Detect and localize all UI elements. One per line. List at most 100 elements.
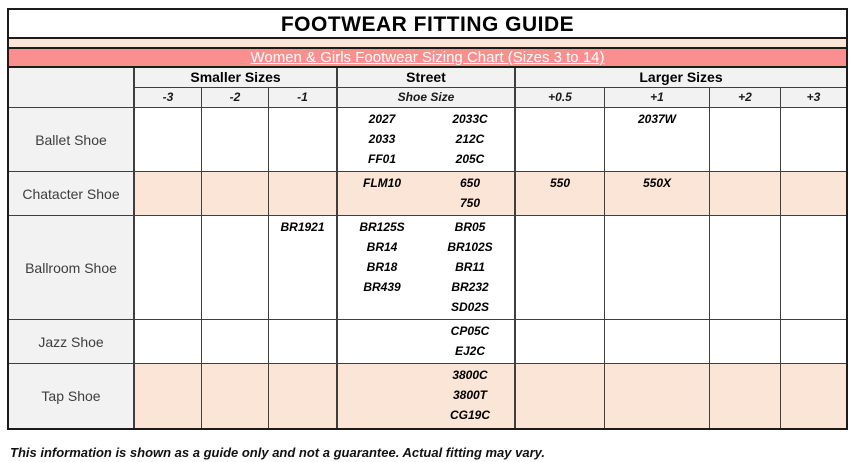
shoe-code: BR11 — [455, 260, 485, 274]
cell-minus2 — [202, 172, 269, 215]
cell-minus2 — [202, 320, 269, 363]
cell-minus3 — [135, 172, 202, 215]
header-larger-sizes: Larger Sizes — [516, 68, 846, 88]
table-body: Ballet Shoe 2027 2033 FF01 2033C 212C 205C 2037… — [9, 108, 846, 428]
cell-plus2 — [710, 216, 781, 319]
cell-plus1 — [605, 320, 710, 363]
cell-plus3 — [781, 364, 846, 428]
subheader-shoe-size: Shoe Size — [338, 88, 516, 108]
cell-minus1 — [269, 364, 338, 428]
cell-minus2 — [202, 364, 269, 428]
row-label: Ballet Shoe — [9, 108, 135, 171]
subheader-minus-3: -3 — [135, 88, 202, 108]
shoe-code: BR439 — [363, 280, 401, 294]
row-label: Jazz Shoe — [9, 320, 135, 363]
cell-shoe-size: 3800C 3800T CG19C — [338, 364, 516, 428]
cell-plus05 — [516, 108, 605, 171]
shoe-size-left-column — [338, 365, 426, 428]
cell-minus1 — [269, 108, 338, 171]
sizing-chart-sheet: FOOTWEAR FITTING GUIDE Women & Girls Foo… — [7, 8, 848, 430]
shoe-code: 550X — [642, 176, 672, 190]
corner-cell — [9, 68, 135, 108]
shoe-size-right-column: CP05C EJ2C — [426, 321, 514, 363]
shoe-code: BR18 — [366, 260, 398, 274]
row-label: Ballroom Shoe — [9, 216, 135, 319]
shoe-code: SD02S — [450, 300, 490, 314]
shoe-code: FLM10 — [362, 176, 401, 190]
header-smaller-sizes: Smaller Sizes — [135, 68, 338, 88]
cell-shoe-size: CP05C EJ2C — [338, 320, 516, 363]
cell-minus3 — [135, 216, 202, 319]
cell-plus2 — [710, 364, 781, 428]
shoe-size-right-column: 2033C 212C 205C — [426, 109, 514, 171]
shoe-code: BR102S — [447, 240, 493, 254]
shoe-code: 2033C — [452, 112, 488, 126]
cell-minus2 — [202, 108, 269, 171]
shoe-code: BR125S — [359, 220, 405, 234]
header-street: Street — [338, 68, 516, 88]
page-title: FOOTWEAR FITTING GUIDE — [9, 10, 846, 39]
cell-minus3 — [135, 364, 202, 428]
shoe-code: CP05C — [450, 324, 490, 338]
shoe-code: 2033 — [368, 132, 396, 146]
cell-shoe-size: BR125S BR14 BR18 BR439 BR05 BR102S BR11 BR232 SD… — [338, 216, 516, 319]
cell-minus3 — [135, 320, 202, 363]
table-row: Ballet Shoe 2027 2033 FF01 2033C 212C 205C 2037… — [9, 108, 846, 172]
shoe-code: EJ2C — [454, 344, 486, 358]
shoe-size-left-column: 2027 2033 FF01 — [338, 109, 426, 171]
cell-plus3 — [781, 320, 846, 363]
subheader-plus-2: +2 — [710, 88, 781, 108]
cell-plus3 — [781, 108, 846, 171]
cell-plus05 — [516, 364, 605, 428]
cell-plus05: 550 — [516, 172, 605, 215]
cell-minus1 — [269, 172, 338, 215]
cell-plus05 — [516, 216, 605, 319]
shoe-code: BR14 — [366, 240, 398, 254]
shoe-code: 550 — [549, 176, 571, 190]
shoe-size-left-column: FLM10 — [338, 173, 426, 215]
disclaimer: This information is shown as a guide onl… — [10, 445, 546, 460]
shoe-code: CG19C — [449, 408, 490, 422]
table-row: Jazz Shoe CP05C EJ2C — [9, 320, 846, 364]
cell-plus1: 550X — [605, 172, 710, 215]
shoe-code: 205C — [455, 152, 485, 166]
shoe-code: FF01 — [367, 152, 396, 166]
shoe-size-left-column — [338, 321, 426, 363]
banner-text: Women & Girls Footwear Sizing Chart (Siz… — [250, 49, 605, 66]
cell-plus1: 2037W — [605, 108, 710, 171]
shoe-size-right-column: 650 750 — [426, 173, 514, 215]
table-row: Ballroom Shoe BR1921 BR125S BR14 BR18 BR439 BR… — [9, 216, 846, 320]
shoe-code: 2027 — [368, 112, 396, 126]
row-label: Tap Shoe — [9, 364, 135, 428]
shoe-code: 650 — [459, 176, 481, 190]
cell-plus2 — [710, 108, 781, 171]
cell-minus1 — [269, 320, 338, 363]
shoe-code: BR1921 — [280, 220, 325, 234]
shoe-code: BR05 — [454, 220, 486, 234]
table-header: Smaller Sizes Street Larger Sizes -3 -2 … — [9, 68, 846, 108]
subheader-plus-3: +3 — [781, 88, 846, 108]
subheader-minus-2: -2 — [202, 88, 269, 108]
cell-shoe-size: FLM10 650 750 — [338, 172, 516, 215]
shoe-code: 212C — [455, 132, 485, 146]
shoe-code: 3800T — [452, 388, 488, 402]
table-row: Chatacter Shoe FLM10 650 750 550 550X — [9, 172, 846, 216]
cell-minus3 — [135, 108, 202, 171]
cell-plus3 — [781, 216, 846, 319]
row-label: Chatacter Shoe — [9, 172, 135, 215]
cell-plus05 — [516, 320, 605, 363]
decorative-strip — [9, 39, 846, 49]
cell-shoe-size: 2027 2033 FF01 2033C 212C 205C — [338, 108, 516, 171]
cell-plus3 — [781, 172, 846, 215]
cell-plus2 — [710, 172, 781, 215]
shoe-code: 2037W — [637, 112, 677, 126]
shoe-size-left-column: BR125S BR14 BR18 BR439 — [338, 217, 426, 319]
shoe-size-right-column: 3800C 3800T CG19C — [426, 365, 514, 428]
chart-banner: Women & Girls Footwear Sizing Chart (Siz… — [9, 49, 846, 68]
cell-minus2 — [202, 216, 269, 319]
cell-plus1 — [605, 216, 710, 319]
shoe-code: 3800C — [452, 368, 488, 382]
subheader-plus-0-5: +0.5 — [516, 88, 605, 108]
subheader-plus-1: +1 — [605, 88, 710, 108]
